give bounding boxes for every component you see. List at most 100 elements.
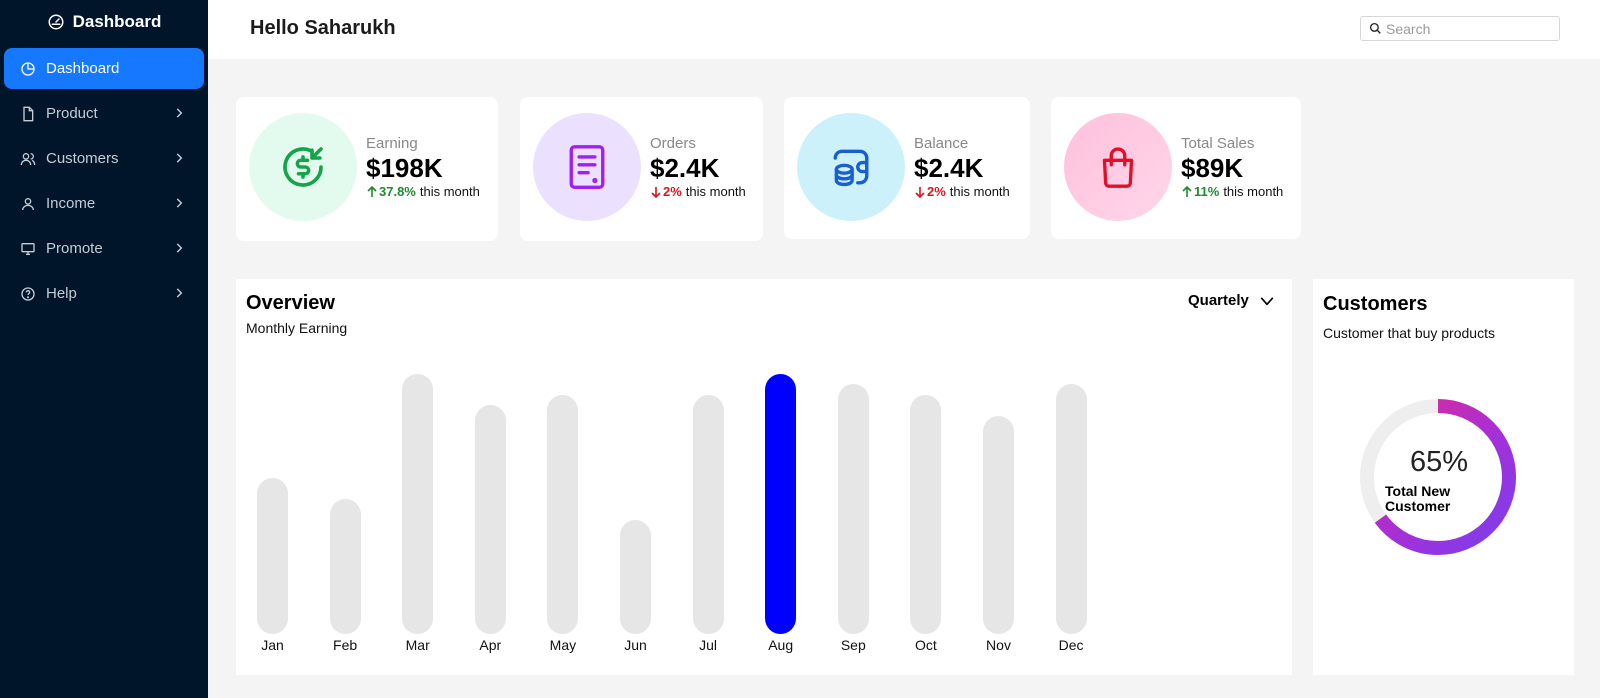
users-icon xyxy=(20,151,36,167)
sidebar-item-label: Dashboard xyxy=(46,60,120,77)
overview-title: Overview xyxy=(246,292,335,314)
month-label-sep: Sep xyxy=(840,637,866,653)
bar-feb[interactable] xyxy=(329,498,361,634)
bar-aug[interactable] xyxy=(765,374,797,634)
sidebar: Dashboard Dashboard Product Customers In… xyxy=(0,0,208,698)
customers-title: Customers xyxy=(1323,293,1428,315)
stat-icon-circle xyxy=(533,113,641,221)
stat-card-orders: Orders $2.4K 2% this month xyxy=(520,97,763,241)
bar-oct[interactable] xyxy=(910,394,942,634)
user-icon xyxy=(20,196,36,212)
bar-apr[interactable] xyxy=(474,405,506,634)
stat-change-suffix: this month xyxy=(949,184,1010,199)
sidebar-item-label: Customers xyxy=(46,150,119,167)
month-label-dec: Dec xyxy=(1058,637,1084,653)
wallet-icon xyxy=(833,149,869,187)
chevron-right-icon xyxy=(172,286,186,300)
stat-label: Orders xyxy=(650,135,696,152)
sidebar-item-income[interactable]: Income xyxy=(4,183,204,224)
sidebar-item-customers[interactable]: Customers xyxy=(4,138,204,179)
sidebar-brand[interactable]: Dashboard xyxy=(0,0,208,44)
bar-jun[interactable] xyxy=(620,519,651,634)
sidebar-item-help[interactable]: Help xyxy=(4,273,204,314)
bar-mar[interactable] xyxy=(402,374,434,634)
stat-change: 37.8% this month xyxy=(366,184,480,199)
stat-change-percent: 2% xyxy=(663,184,682,199)
period-dropdown-label: Quartely xyxy=(1188,292,1249,309)
arrow-up-icon xyxy=(367,185,377,197)
document-icon xyxy=(569,145,605,189)
month-label-may: May xyxy=(549,637,577,653)
sidebar-nav: Dashboard Product Customers Income Promo… xyxy=(0,48,208,314)
month-label-oct: Oct xyxy=(915,637,937,653)
chevron-right-icon xyxy=(172,151,186,165)
customers-panel: Customers Customer that buy products 65%… xyxy=(1313,279,1574,675)
stat-card-total-sales: Total Sales $89K 11% this month xyxy=(1051,97,1301,239)
sidebar-item-promote[interactable]: Promote xyxy=(4,228,204,269)
sidebar-item-label: Product xyxy=(46,105,98,122)
stat-icon-circle xyxy=(1064,113,1172,221)
brand-title: Dashboard xyxy=(72,12,162,31)
month-label-jan: Jan xyxy=(261,637,284,653)
chevron-right-icon xyxy=(172,196,186,210)
chevron-down-icon xyxy=(1260,297,1274,305)
top-header: Hello Saharukh xyxy=(208,0,1600,59)
period-dropdown[interactable]: Quartely xyxy=(1188,292,1275,309)
sidebar-item-product[interactable]: Product xyxy=(4,93,204,134)
chevron-right-icon xyxy=(172,106,186,120)
shopping-bag-icon xyxy=(1102,147,1134,188)
bar-jan[interactable] xyxy=(257,478,288,634)
stat-change: 2% this month xyxy=(650,184,746,199)
sidebar-item-label: Income xyxy=(46,195,96,212)
bar-jul[interactable] xyxy=(692,394,724,634)
month-label-feb: Feb xyxy=(333,637,358,653)
stat-change: 2% this month xyxy=(914,184,1010,199)
bar-dec[interactable] xyxy=(1055,384,1087,634)
monitor-icon xyxy=(20,241,36,257)
sidebar-item-dashboard[interactable]: Dashboard xyxy=(4,48,204,89)
stat-value: $2.4K xyxy=(914,153,984,183)
stat-change-percent: 2% xyxy=(927,184,946,199)
donut-chart xyxy=(1360,399,1516,555)
bar-nov[interactable] xyxy=(983,415,1014,634)
month-label-aug: Aug xyxy=(768,637,794,653)
stat-icon-circle xyxy=(797,113,905,221)
donut-percent: 65% xyxy=(1410,446,1469,478)
donut-arc xyxy=(1360,399,1516,555)
arrow-down-icon xyxy=(915,186,925,198)
overview-subtitle: Monthly Earning xyxy=(246,320,348,336)
stat-change-suffix: this month xyxy=(1223,184,1284,199)
stat-icon-circle xyxy=(249,113,357,221)
month-label-mar: Mar xyxy=(405,637,430,653)
month-label-apr: Apr xyxy=(479,637,502,653)
month-label-jul: Jul xyxy=(699,637,718,653)
stat-card-earning: Earning $198K 37.8% this month xyxy=(236,97,498,241)
bar-sep[interactable] xyxy=(837,384,869,634)
speedometer-icon xyxy=(48,14,64,30)
sidebar-item-label: Help xyxy=(46,285,77,302)
file-icon xyxy=(20,106,36,122)
donut-center-label: Total New Customer xyxy=(1385,483,1451,514)
page-greeting: Hello Saharukh xyxy=(250,17,396,39)
search-box[interactable] xyxy=(1360,16,1560,41)
help-icon xyxy=(20,286,36,302)
search-input[interactable] xyxy=(1386,20,1546,37)
stat-label: Total Sales xyxy=(1181,135,1255,152)
stat-label: Earning xyxy=(366,135,418,152)
arrow-down-icon xyxy=(651,186,661,198)
stat-change-suffix: this month xyxy=(685,184,746,199)
dollar-icon xyxy=(283,147,323,187)
overview-panel: Jan Feb Mar Apr May Jun Jul Aug Sep Oct Nov Dec Ove… xyxy=(236,279,1292,675)
stat-change-percent: 37.8% xyxy=(379,184,416,199)
stat-label: Balance xyxy=(914,135,969,152)
month-label-nov: Nov xyxy=(986,637,1011,653)
chevron-right-icon xyxy=(172,241,186,255)
stat-value: $198K xyxy=(366,153,443,183)
bar-may[interactable] xyxy=(547,394,579,634)
stat-value: $2.4K xyxy=(650,153,720,183)
bar-chart: Jan Feb Mar Apr May Jun Jul Aug Sep Oct Nov Dec xyxy=(236,279,1292,675)
stat-change-percent: 11% xyxy=(1194,184,1220,199)
month-label-jun: Jun xyxy=(624,637,647,653)
stat-card-balance: Balance $2.4K 2% this month xyxy=(784,97,1030,239)
search-icon xyxy=(1369,22,1381,34)
